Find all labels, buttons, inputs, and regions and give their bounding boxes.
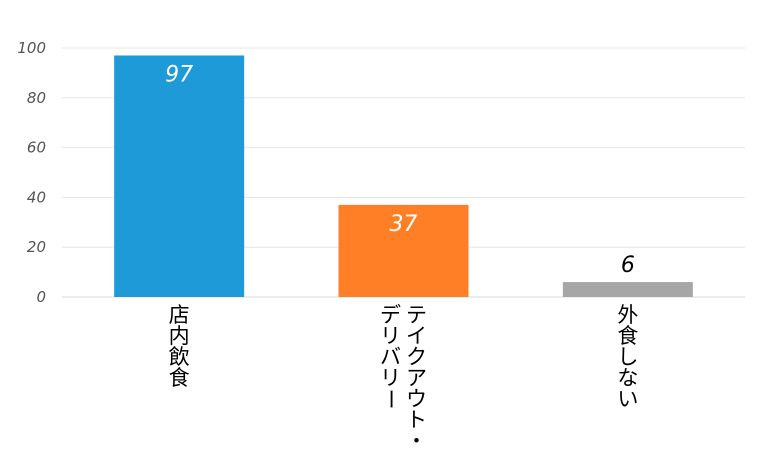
svg-text:内: 内 (169, 324, 190, 348)
y-tick-label: 80 (27, 89, 46, 107)
svg-text:イ: イ (406, 324, 427, 348)
data-labels: 97 37 6 (165, 62, 635, 278)
svg-text:い: い (617, 387, 638, 411)
svg-text:ク: ク (406, 345, 427, 369)
svg-text:ア: ア (406, 366, 427, 390)
y-tick-label: 20 (27, 238, 46, 256)
svg-text:な: な (617, 366, 638, 390)
bar (562, 282, 693, 297)
svg-text:食: 食 (617, 324, 638, 348)
svg-text:ー: ー (379, 389, 403, 410)
bars (114, 55, 693, 297)
svg-text:ト: ト (406, 408, 427, 432)
svg-text:し: し (617, 345, 638, 369)
svg-text:食: 食 (169, 366, 190, 390)
data-label: 97 (165, 62, 193, 87)
svg-text:ウ: ウ (406, 387, 427, 411)
svg-text:バ: バ (380, 345, 401, 369)
data-label: 6 (621, 253, 635, 278)
svg-text:・: ・ (406, 429, 427, 453)
svg-text:リ: リ (380, 366, 401, 390)
svg-text:飲: 飲 (169, 345, 190, 369)
bar (338, 204, 469, 297)
svg-text:店: 店 (169, 303, 190, 327)
y-tick-label: 0 (36, 288, 46, 306)
data-label: 37 (390, 212, 418, 237)
y-tick-label: 40 (27, 188, 46, 206)
svg-text:外: 外 (617, 303, 638, 327)
svg-text:リ: リ (380, 324, 401, 348)
y-tick-label: 60 (27, 139, 46, 157)
svg-text:デ: デ (380, 303, 401, 327)
y-tick-label: 100 (17, 39, 46, 57)
y-axis: 0 20 40 60 80 100 (17, 39, 46, 306)
bar (114, 55, 245, 297)
svg-text:テ: テ (406, 303, 427, 327)
